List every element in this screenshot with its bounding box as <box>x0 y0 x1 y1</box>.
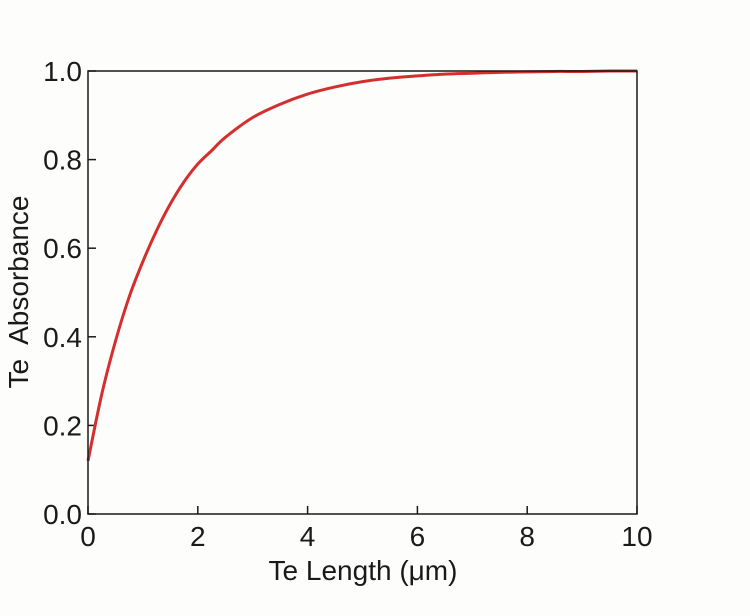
y-tick-label: 0.6 <box>43 233 82 264</box>
x-tick-label: 10 <box>621 521 652 552</box>
y-tick-label: 0.0 <box>43 499 82 530</box>
x-tick-label: 6 <box>410 521 426 552</box>
y-tick-label: 0.8 <box>43 145 82 176</box>
x-tick-label: 8 <box>519 521 535 552</box>
ticks-layer: 0 2 4 6 8 10 0.0 0.2 0.4 0.6 0.8 1.0 <box>43 56 653 552</box>
series-layer <box>86 69 638 462</box>
x-tick-label: 4 <box>300 521 316 552</box>
y-tick-label: 0.4 <box>43 322 82 353</box>
series-line <box>86 69 638 462</box>
x-tick-label: 2 <box>190 521 206 552</box>
y-axis-label: Te Absorbance <box>3 195 34 388</box>
plot-frame <box>87 70 638 515</box>
x-tick-label: 0 <box>80 521 96 552</box>
y-tick-label: 0.2 <box>43 410 82 441</box>
y-tick-label: 1.0 <box>43 56 82 87</box>
x-axis-label: Te Length (μm) <box>269 555 458 586</box>
